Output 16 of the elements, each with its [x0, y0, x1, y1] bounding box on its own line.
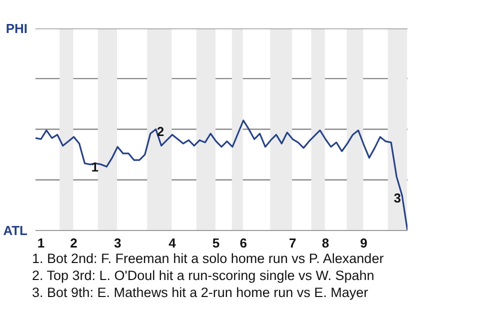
x-tick-label: 3: [114, 236, 122, 250]
x-tick-label: 4: [168, 236, 177, 250]
text: 1. Bot 2nd: F. Freeman hit a solo home run vs P. Alexander: [32, 251, 384, 266]
x-tick-label: 2: [70, 236, 78, 250]
annotation: 3: [394, 190, 402, 206]
text: 2. Top 3rd: L. O'Doul hit a run-scoring single vs W. Spahn: [32, 268, 374, 283]
annotation: 2: [156, 124, 164, 140]
x-tick-label: 8: [322, 236, 330, 250]
text: PHI: [6, 21, 28, 36]
x-tick-label: 7: [289, 236, 296, 250]
x-tick-label: 1: [37, 236, 45, 250]
text: 3. Bot 9th: E. Mathews hit a 2-run home run vs E. Mayer: [32, 285, 368, 300]
x-tick-label: 6: [240, 236, 247, 250]
x-tick-label: 9: [360, 236, 368, 250]
x-tick-label: 5: [212, 236, 220, 250]
text: ATL: [3, 223, 28, 238]
